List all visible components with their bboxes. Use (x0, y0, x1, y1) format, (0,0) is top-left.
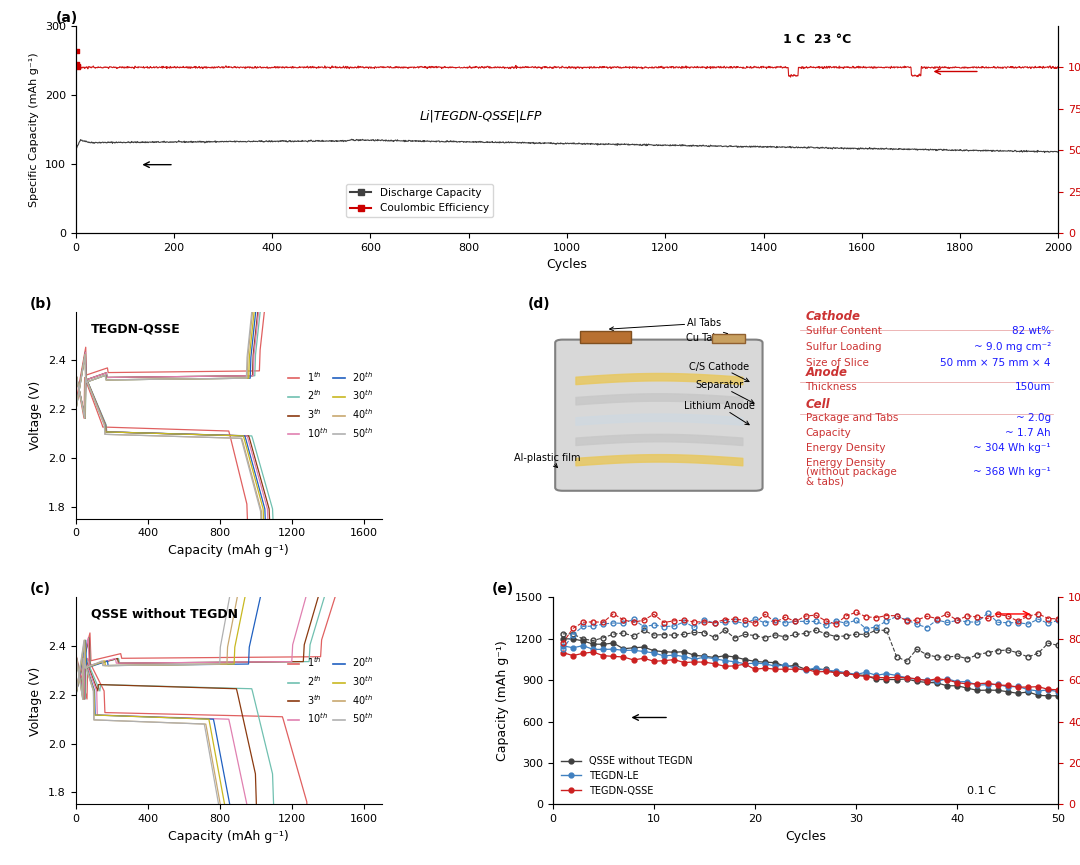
Text: Energy Density: Energy Density (806, 443, 885, 453)
Text: Sulfur Content: Sulfur Content (806, 326, 881, 336)
X-axis label: Capacity (mAh g⁻¹): Capacity (mAh g⁻¹) (168, 544, 289, 557)
Point (68, 57, 85, 71)
Text: Capacity: Capacity (806, 428, 851, 439)
Legend: 1$^{th}$, 2$^{th}$, 3$^{th}$, 10$^{th}$, 20$^{th}$, 30$^{th}$, 40$^{th}$, 50$^{t: 1$^{th}$, 2$^{th}$, 3$^{th}$, 10$^{th}$,… (284, 366, 377, 444)
Text: Cell: Cell (806, 398, 831, 411)
X-axis label: Capacity (mAh g⁻¹): Capacity (mAh g⁻¹) (168, 830, 289, 843)
Y-axis label: Voltage (V): Voltage (V) (29, 381, 42, 450)
Point (69, 59, 86, 73)
Text: Sulfur Loading: Sulfur Loading (806, 342, 881, 352)
Text: (without package: (without package (806, 467, 896, 477)
Text: (e): (e) (492, 582, 514, 596)
Text: Al Tabs: Al Tabs (609, 318, 721, 330)
Text: 50 mm × 75 mm × 4: 50 mm × 75 mm × 4 (941, 357, 1051, 368)
X-axis label: Cycles: Cycles (785, 830, 826, 843)
Text: Energy Density: Energy Density (806, 458, 885, 468)
Text: Package and Tabs: Package and Tabs (806, 413, 897, 423)
Legend: 1$^{th}$, 2$^{th}$, 3$^{th}$, 10$^{th}$, 20$^{th}$, 30$^{th}$, 40$^{th}$, 50$^{t: 1$^{th}$, 2$^{th}$, 3$^{th}$, 10$^{th}$,… (284, 652, 377, 729)
Text: & tabs): & tabs) (806, 477, 843, 486)
Text: C/S Cathode: C/S Cathode (689, 362, 750, 381)
Text: Size of Slice: Size of Slice (806, 357, 868, 368)
Text: ~ 9.0 mg cm⁻²: ~ 9.0 mg cm⁻² (973, 342, 1051, 352)
Text: 150um: 150um (1014, 382, 1051, 393)
Text: ~ 304 Wh kg⁻¹: ~ 304 Wh kg⁻¹ (973, 443, 1051, 453)
Text: Lithium Anode: Lithium Anode (684, 401, 755, 425)
Text: Al-plastic film: Al-plastic film (514, 452, 581, 468)
Text: Cathode: Cathode (806, 310, 861, 323)
X-axis label: Cycles: Cycles (546, 259, 588, 272)
Y-axis label: Specific Capacity (mAh g⁻¹): Specific Capacity (mAh g⁻¹) (29, 52, 39, 207)
Text: (a): (a) (56, 10, 78, 25)
Text: TEGDN-QSSE: TEGDN-QSSE (91, 322, 180, 335)
Text: 1 C  23 °C: 1 C 23 °C (783, 33, 851, 46)
Text: 82 wt%: 82 wt% (1012, 326, 1051, 336)
Bar (712, 334, 745, 343)
Bar (580, 331, 631, 343)
Text: ~ 2.0g: ~ 2.0g (1015, 413, 1051, 423)
FancyBboxPatch shape (555, 340, 762, 490)
Text: (b): (b) (29, 297, 52, 311)
Y-axis label: Voltage (V): Voltage (V) (29, 666, 42, 735)
Text: Cu Tabs: Cu Tabs (686, 332, 728, 343)
Text: QSSE without TEGDN: QSSE without TEGDN (91, 608, 238, 621)
Text: Li|TEGDN-QSSE|LFP: Li|TEGDN-QSSE|LFP (420, 109, 542, 122)
Point (68, 44, 85, 58)
Text: ~ 1.7 Ah: ~ 1.7 Ah (1005, 428, 1051, 439)
Text: (c): (c) (29, 582, 51, 596)
Text: Anode: Anode (806, 366, 848, 379)
Legend: QSSE without TEGDN, TEGDN-LE, TEGDN-QSSE: QSSE without TEGDN, TEGDN-LE, TEGDN-QSSE (557, 752, 697, 799)
Y-axis label: Capacity (mAh g⁻¹): Capacity (mAh g⁻¹) (497, 641, 510, 761)
Legend: Discharge Capacity, Coulombic Efficiency: Discharge Capacity, Coulombic Efficiency (347, 184, 492, 217)
Text: 0.1 C: 0.1 C (968, 786, 996, 796)
Text: ~ 368 Wh kg⁻¹: ~ 368 Wh kg⁻¹ (973, 467, 1051, 477)
Text: Separator: Separator (696, 381, 754, 403)
Text: (d): (d) (527, 297, 550, 311)
Point (69, 60, 86, 74)
Text: Thickness: Thickness (806, 382, 858, 393)
